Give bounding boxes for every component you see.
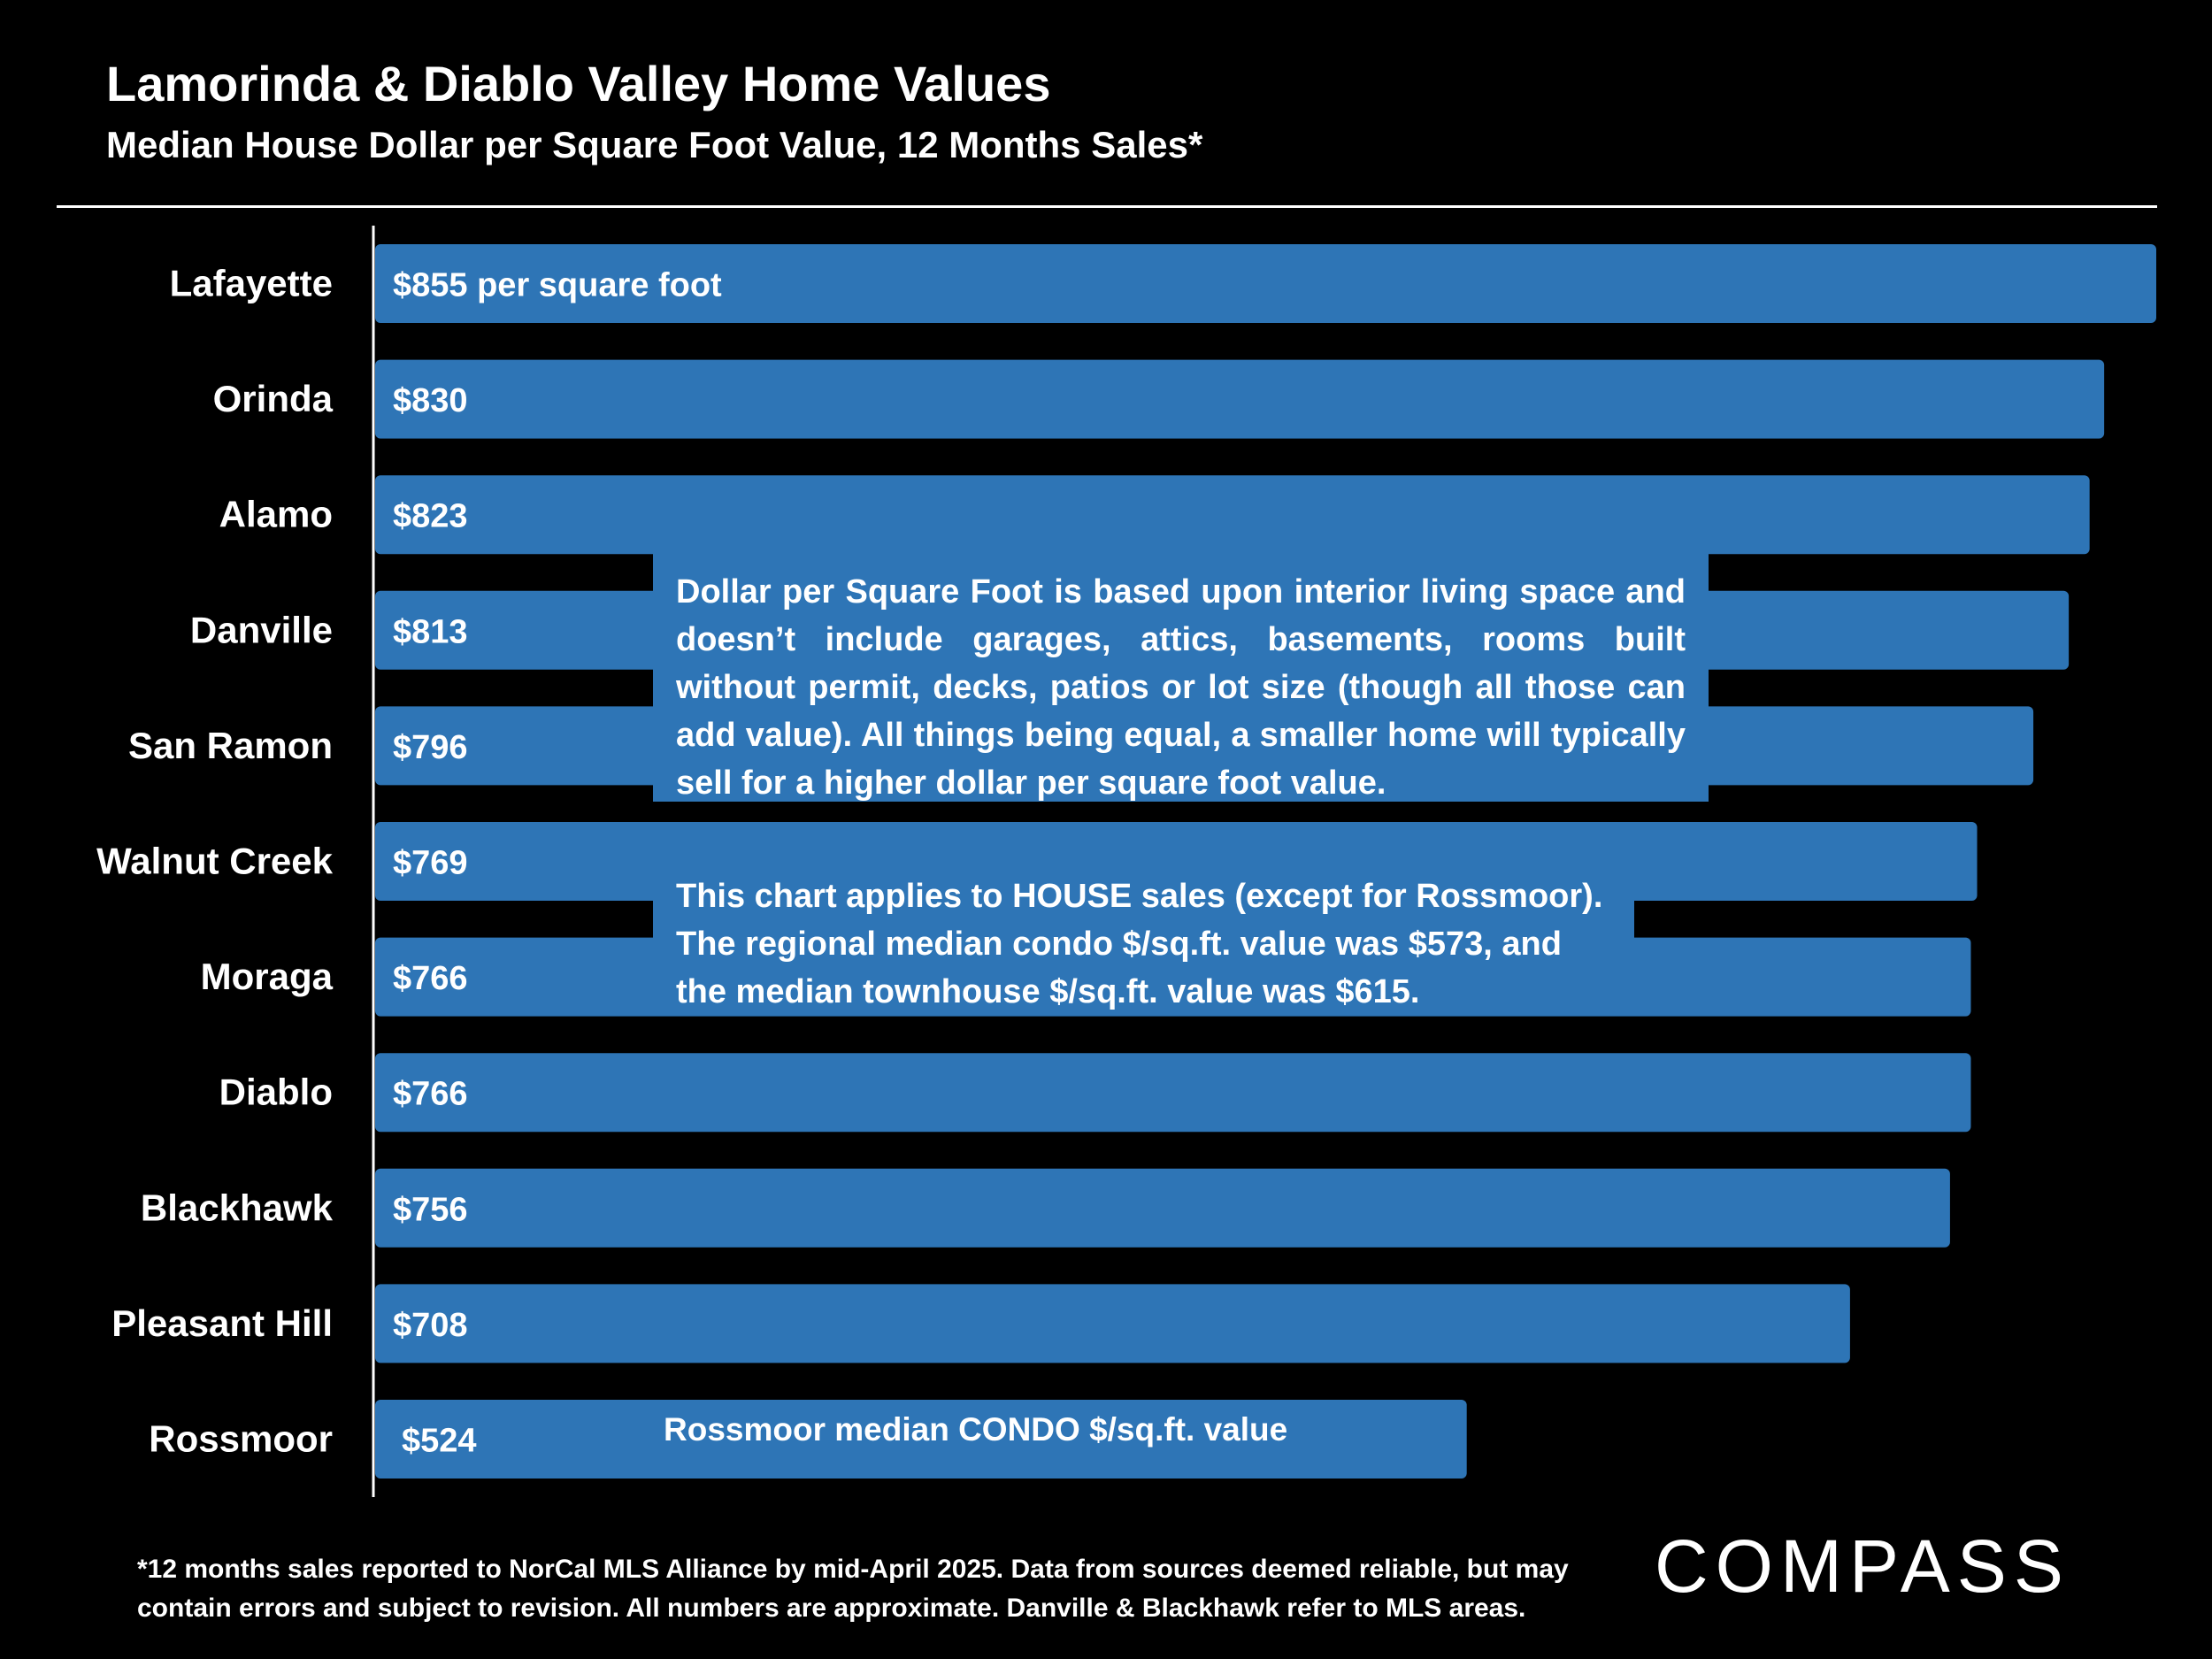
bar-blackhawk (375, 1168, 1950, 1248)
category-label: Danville (190, 609, 333, 650)
value-label: $855 per square foot (393, 267, 722, 304)
value-label: $708 (393, 1307, 468, 1344)
value-label: $766 (393, 960, 468, 997)
bar-pleasant-hill (375, 1284, 1850, 1363)
category-label: Walnut Creek (96, 841, 333, 882)
page-title: Lamorinda & Diablo Valley Home Values (106, 56, 1051, 111)
category-label: Blackhawk (141, 1187, 334, 1228)
bar-rossmoor (375, 1400, 1467, 1479)
value-label: $766 (393, 1076, 468, 1113)
category-label: Diablo (219, 1071, 333, 1113)
page-subtitle: Median House Dollar per Square Foot Valu… (106, 124, 1203, 165)
value-label: $796 (393, 729, 468, 766)
value-label: $813 (393, 613, 468, 650)
title-divider (57, 205, 2157, 208)
category-label: Orinda (213, 378, 334, 419)
value-label: $769 (393, 845, 468, 882)
category-label: San Ramon (128, 725, 333, 766)
dollar-per-sqft-note: Dollar per Square Foot is based upon int… (653, 552, 1709, 802)
footnote: *12 months sales reported to NorCal MLS … (137, 1555, 1569, 1623)
value-label: $823 (393, 498, 468, 535)
value-label: $524 (402, 1423, 477, 1460)
bar-diablo (375, 1053, 1971, 1133)
compass-logo: COMPASS (1655, 1525, 2070, 1608)
category-label: Lafayette (170, 263, 333, 304)
value-label: $756 (393, 1191, 468, 1228)
bar-alamo (375, 475, 2090, 555)
category-label: Moraga (201, 956, 334, 997)
bar-orinda (375, 359, 2105, 439)
category-label: Pleasant Hill (111, 1302, 333, 1344)
rossmoor-condo-note: Rossmoor median CONDO $/sq.ft. value (664, 1411, 1288, 1448)
category-label: Alamo (219, 494, 333, 535)
value-label: $830 (393, 382, 468, 419)
bar-lafayette (375, 244, 2156, 323)
category-label: Rossmoor (149, 1418, 333, 1460)
house-sales-note: This chart applies to HOUSE sales (excep… (653, 856, 1634, 1016)
